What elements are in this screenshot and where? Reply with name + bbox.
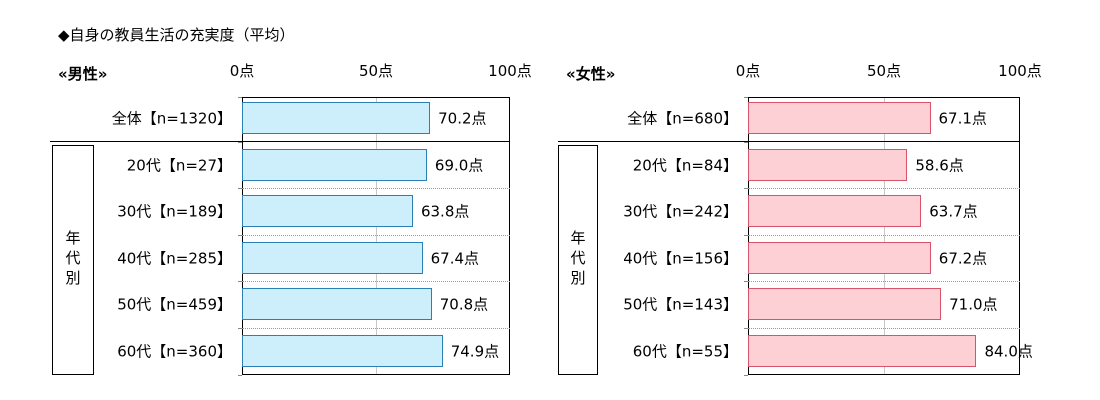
y-tick-mark — [238, 281, 242, 282]
value-label: 70.8点 — [439, 295, 489, 314]
value-label: 63.8点 — [420, 202, 470, 221]
row-divider — [748, 188, 1020, 189]
category-label: 50代【n=143】 — [623, 295, 738, 314]
value-label: 69.0点 — [434, 156, 484, 175]
bar — [748, 288, 942, 320]
value-label: 84.0点 — [984, 342, 1033, 361]
category-label: 50代【n=459】 — [117, 295, 232, 314]
age-group-box — [558, 145, 598, 375]
y-tick-mark — [744, 327, 748, 329]
row-divider — [748, 281, 1020, 282]
value-label: 67.1点 — [938, 109, 987, 128]
bar — [748, 149, 908, 181]
y-tick-mark — [744, 97, 748, 98]
x-tick-label: 0点 — [229, 62, 255, 80]
y-tick-mark — [744, 234, 748, 236]
x-gridline — [884, 97, 885, 375]
age-group-label: 年代別 — [570, 229, 586, 287]
y-tick-mark — [238, 375, 242, 376]
row-divider — [242, 281, 510, 282]
row-divider — [748, 234, 1020, 236]
category-label: 30代【n=189】 — [117, 202, 232, 221]
x-tick-label: 100点 — [488, 62, 532, 80]
figure-title: ◆自身の教員生活の充実度（平均） — [58, 26, 295, 44]
total-separator-line — [50, 141, 510, 142]
value-label: 70.2点 — [438, 109, 487, 128]
y-tick-mark — [238, 234, 242, 236]
bar — [242, 195, 413, 227]
bar — [242, 102, 431, 134]
category-label: 30代【n=242】 — [623, 202, 738, 221]
x-tick-label: 0点 — [735, 62, 761, 80]
value-label: 67.2点 — [938, 249, 988, 268]
y-tick-mark — [238, 141, 242, 143]
bar — [748, 195, 922, 227]
panel-label: «女性» — [566, 65, 616, 83]
bar — [748, 335, 977, 367]
value-label: 74.9点 — [450, 342, 500, 361]
category-label: 全体【n=680】 — [627, 109, 738, 128]
category-label: 20代【n=84】 — [632, 156, 738, 175]
bar — [242, 149, 427, 181]
total-separator-line — [558, 141, 1020, 142]
y-tick-mark — [238, 327, 242, 329]
value-label: 58.6点 — [915, 156, 964, 175]
x-gridline — [376, 97, 377, 375]
category-label: 40代【n=285】 — [117, 249, 232, 268]
y-tick-mark — [744, 281, 748, 282]
y-tick-mark — [744, 188, 748, 189]
value-label: 71.0点 — [949, 295, 998, 314]
row-divider — [242, 188, 510, 189]
panel-label: «男性» — [58, 65, 108, 83]
plot-area — [748, 97, 1020, 375]
category-label: 全体【n=1320】 — [111, 109, 232, 128]
row-divider — [748, 327, 1020, 329]
value-label: 67.4点 — [430, 249, 480, 268]
value-label: 63.7点 — [929, 202, 978, 221]
age-group-box — [52, 145, 94, 375]
category-label: 60代【n=55】 — [632, 342, 738, 361]
category-label: 60代【n=360】 — [117, 342, 232, 361]
y-tick-mark — [744, 141, 748, 143]
age-group-label: 年代別 — [65, 229, 81, 287]
x-tick-label: 50点 — [358, 62, 394, 80]
bar — [748, 242, 931, 274]
y-tick-mark — [744, 375, 748, 376]
row-divider — [242, 327, 510, 329]
bar — [242, 288, 432, 320]
category-label: 20代【n=27】 — [126, 156, 232, 175]
bar — [242, 335, 443, 367]
category-label: 40代【n=156】 — [623, 249, 738, 268]
row-divider — [242, 234, 510, 236]
bar — [242, 242, 423, 274]
y-tick-mark — [238, 188, 242, 189]
x-tick-label: 100点 — [998, 62, 1042, 80]
plot-area — [242, 97, 510, 375]
y-tick-mark — [238, 97, 242, 98]
bar — [748, 102, 931, 134]
x-tick-label: 50点 — [866, 62, 902, 80]
